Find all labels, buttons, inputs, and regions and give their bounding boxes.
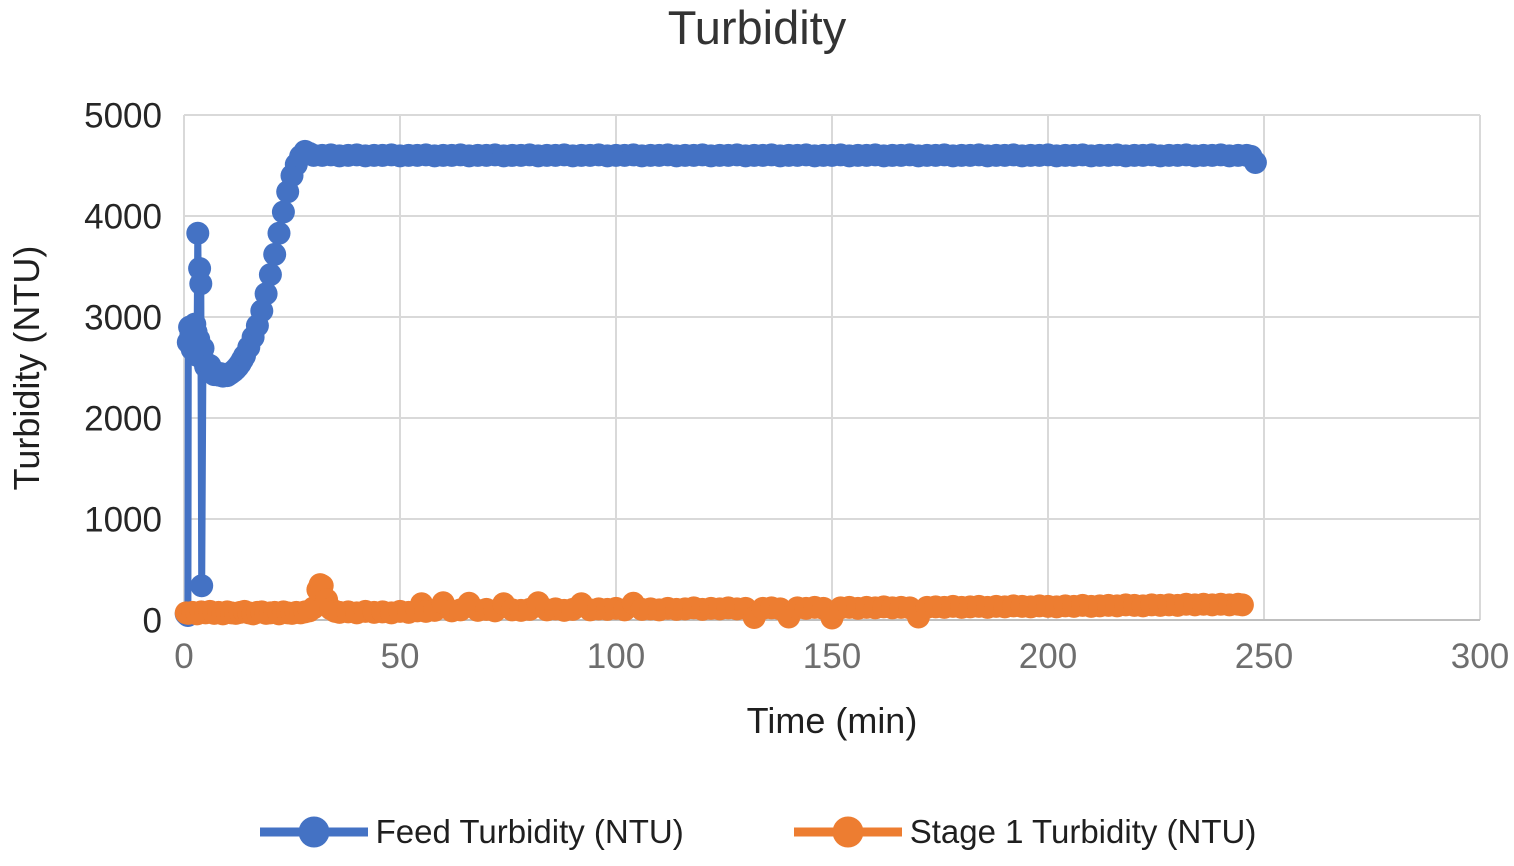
data-point-marker: [263, 242, 287, 266]
series-line: [183, 147, 1259, 619]
series-layer: [174, 139, 1267, 630]
legend: Feed Turbidity (NTU) Stage 1 Turbidity (N…: [0, 812, 1514, 852]
data-point-marker: [267, 221, 291, 245]
data-point-marker: [271, 200, 295, 224]
gridlines: [183, 114, 1481, 621]
chart-title: Turbidity: [667, 1, 847, 54]
x-tick-label: 150: [803, 637, 861, 676]
data-point-marker: [258, 263, 282, 287]
y-tick-label: 3000: [84, 298, 162, 337]
y-tick-label: 1000: [84, 500, 162, 539]
y-tick-label: 0: [143, 601, 162, 640]
data-point-marker: [190, 574, 214, 598]
legend-marker-icon: [259, 816, 368, 848]
data-point-marker: [189, 272, 213, 296]
legend-label: Feed Turbidity (NTU): [375, 813, 684, 850]
series-stage1-turbidity: [174, 573, 1254, 630]
legend-marker-icon: [793, 816, 902, 848]
x-axis-title: Time (min): [746, 700, 918, 741]
x-tick-label: 50: [381, 637, 420, 676]
x-tick-label: 300: [1451, 637, 1509, 676]
y-tick-label: 5000: [84, 96, 162, 135]
x-tick-label: 0: [174, 637, 193, 676]
data-point-marker: [1243, 151, 1267, 174]
legend-item-stage1-turbidity: Stage 1 Turbidity (NTU): [792, 812, 1257, 852]
y-tick-label: 2000: [84, 399, 162, 438]
legend-dot: [298, 816, 330, 848]
series-feed-turbidity: [174, 139, 1267, 627]
y-tick-label: 4000: [84, 197, 162, 236]
data-point-marker: [186, 221, 210, 245]
data-point-marker: [254, 282, 278, 306]
legend-item-feed-turbidity: Feed Turbidity (NTU): [258, 812, 684, 852]
x-tick-label: 100: [587, 637, 645, 676]
legend-dot: [832, 816, 864, 848]
data-point-marker: [1230, 593, 1254, 617]
x-tick-label: 250: [1235, 637, 1293, 676]
legend-label: Stage 1 Turbidity (NTU): [909, 813, 1257, 850]
tick-labels: 0 1000 2000 3000 4000 5000 0 50 100 150 200 250 300: [84, 96, 1509, 676]
x-tick-label: 200: [1019, 637, 1077, 676]
